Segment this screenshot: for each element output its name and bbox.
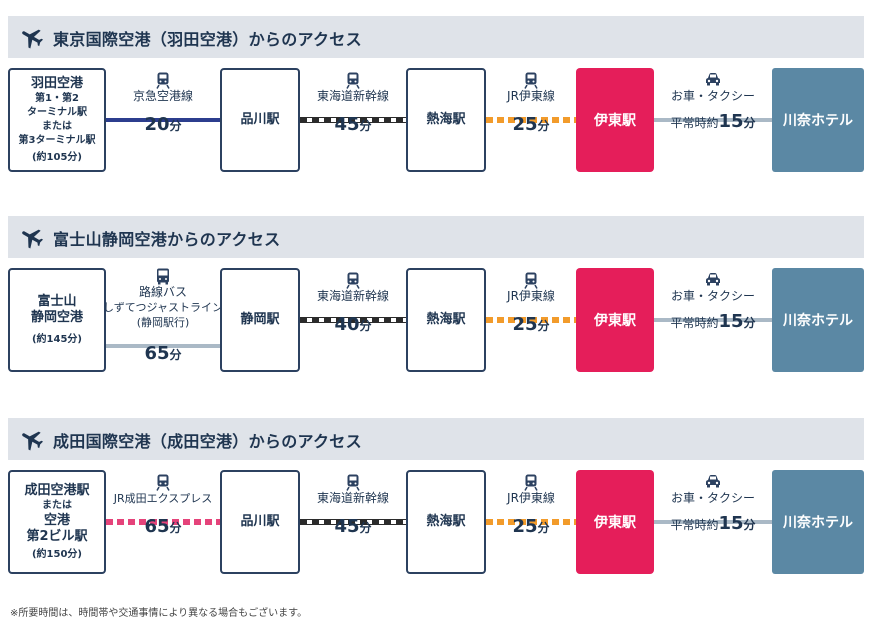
- car-icon: [706, 475, 720, 488]
- section-header: 東京国際空港（羽田空港）からのアクセス: [8, 16, 864, 58]
- airplane-icon: [22, 29, 44, 49]
- section-title: 成田国際空港（成田空港）からのアクセス: [53, 432, 362, 451]
- narita-express-line: [106, 519, 220, 525]
- leg-bus: 路線バス しずてつジャストライン (静岡駅行) 65分: [103, 268, 223, 365]
- leg-narita-express: JR成田エクスプレス 65分: [106, 474, 220, 538]
- kawana-hotel: 川奈ホテル: [772, 68, 864, 172]
- shinkansen-line: [300, 519, 406, 525]
- train-icon: [524, 272, 538, 289]
- jr-ito-line: [486, 317, 576, 323]
- keikyu-line: [106, 118, 220, 122]
- origin-station: 富士山 静岡空港 (約145分): [8, 268, 106, 372]
- leg-car: お車・タクシー 平常時約15分: [654, 272, 772, 332]
- shizuoka-station: 静岡駅: [220, 268, 300, 372]
- car-icon: [706, 273, 720, 286]
- car-icon: [706, 73, 720, 86]
- shinagawa-station: 品川駅: [220, 470, 300, 574]
- ito-station: 伊東駅: [576, 470, 654, 574]
- bus-line: [106, 344, 220, 348]
- car-line: [654, 118, 772, 122]
- section-title: 富士山静岡空港からのアクセス: [53, 230, 281, 249]
- train-icon: [346, 72, 360, 89]
- footnote: ※所要時間は、時間帯や交通事情により異なる場合もございます。: [10, 608, 308, 619]
- leg-shinkansen: 東海道新幹線 45分: [300, 72, 406, 136]
- origin-station: 羽田空港 第1・第2 ターミナル駅 または 第3ターミナル駅 (約105分): [8, 68, 106, 172]
- ito-station: 伊東駅: [576, 68, 654, 172]
- ito-station: 伊東駅: [576, 268, 654, 372]
- leg-jr-ito: JR伊東線 25分: [486, 272, 576, 336]
- atami-station: 熱海駅: [406, 68, 486, 172]
- kawana-hotel: 川奈ホテル: [772, 268, 864, 372]
- train-icon: [346, 272, 360, 289]
- section-header: 富士山静岡空港からのアクセス: [8, 216, 864, 258]
- kawana-hotel: 川奈ホテル: [772, 470, 864, 574]
- train-icon: [156, 474, 170, 491]
- airplane-icon: [22, 229, 44, 249]
- train-icon: [524, 72, 538, 89]
- atami-station: 熱海駅: [406, 268, 486, 372]
- route-narita: 成田国際空港（成田空港）からのアクセス 成田空港駅 または 空港 第2ビル駅 (…: [8, 418, 864, 618]
- jr-ito-line: [486, 519, 576, 525]
- airplane-icon: [22, 431, 44, 451]
- jr-ito-line: [486, 117, 576, 123]
- leg-car: お車・タクシー 平常時約15分: [654, 474, 772, 534]
- train-icon: [524, 474, 538, 491]
- bus-icon: [157, 268, 169, 285]
- atami-station: 熱海駅: [406, 470, 486, 574]
- section-title: 東京国際空港（羽田空港）からのアクセス: [53, 30, 362, 49]
- train-icon: [346, 474, 360, 491]
- shinkansen-line: [300, 317, 406, 323]
- leg-car: お車・タクシー 平常時約15分: [654, 72, 772, 132]
- car-line: [654, 318, 772, 322]
- origin-station: 成田空港駅 または 空港 第2ビル駅 (約150分): [8, 470, 106, 574]
- car-line: [654, 520, 772, 524]
- leg-jr-ito: JR伊東線 25分: [486, 474, 576, 538]
- leg-shinkansen: 東海道新幹線 45分: [300, 474, 406, 538]
- section-header: 成田国際空港（成田空港）からのアクセス: [8, 418, 864, 460]
- shinkansen-line: [300, 117, 406, 123]
- route-shizuoka: 富士山静岡空港からのアクセス 富士山 静岡空港 (約145分) 路線バス しずて…: [8, 216, 864, 416]
- shinagawa-station: 品川駅: [220, 68, 300, 172]
- leg-shinkansen: 東海道新幹線 40分: [300, 272, 406, 336]
- train-icon: [156, 72, 170, 89]
- route-haneda: 東京国際空港（羽田空港）からのアクセス 羽田空港 第1・第2 ターミナル駅 また…: [8, 16, 864, 216]
- leg-jr-ito: JR伊東線 25分: [486, 72, 576, 136]
- leg-keikyu: 京急空港線 20分: [106, 72, 220, 136]
